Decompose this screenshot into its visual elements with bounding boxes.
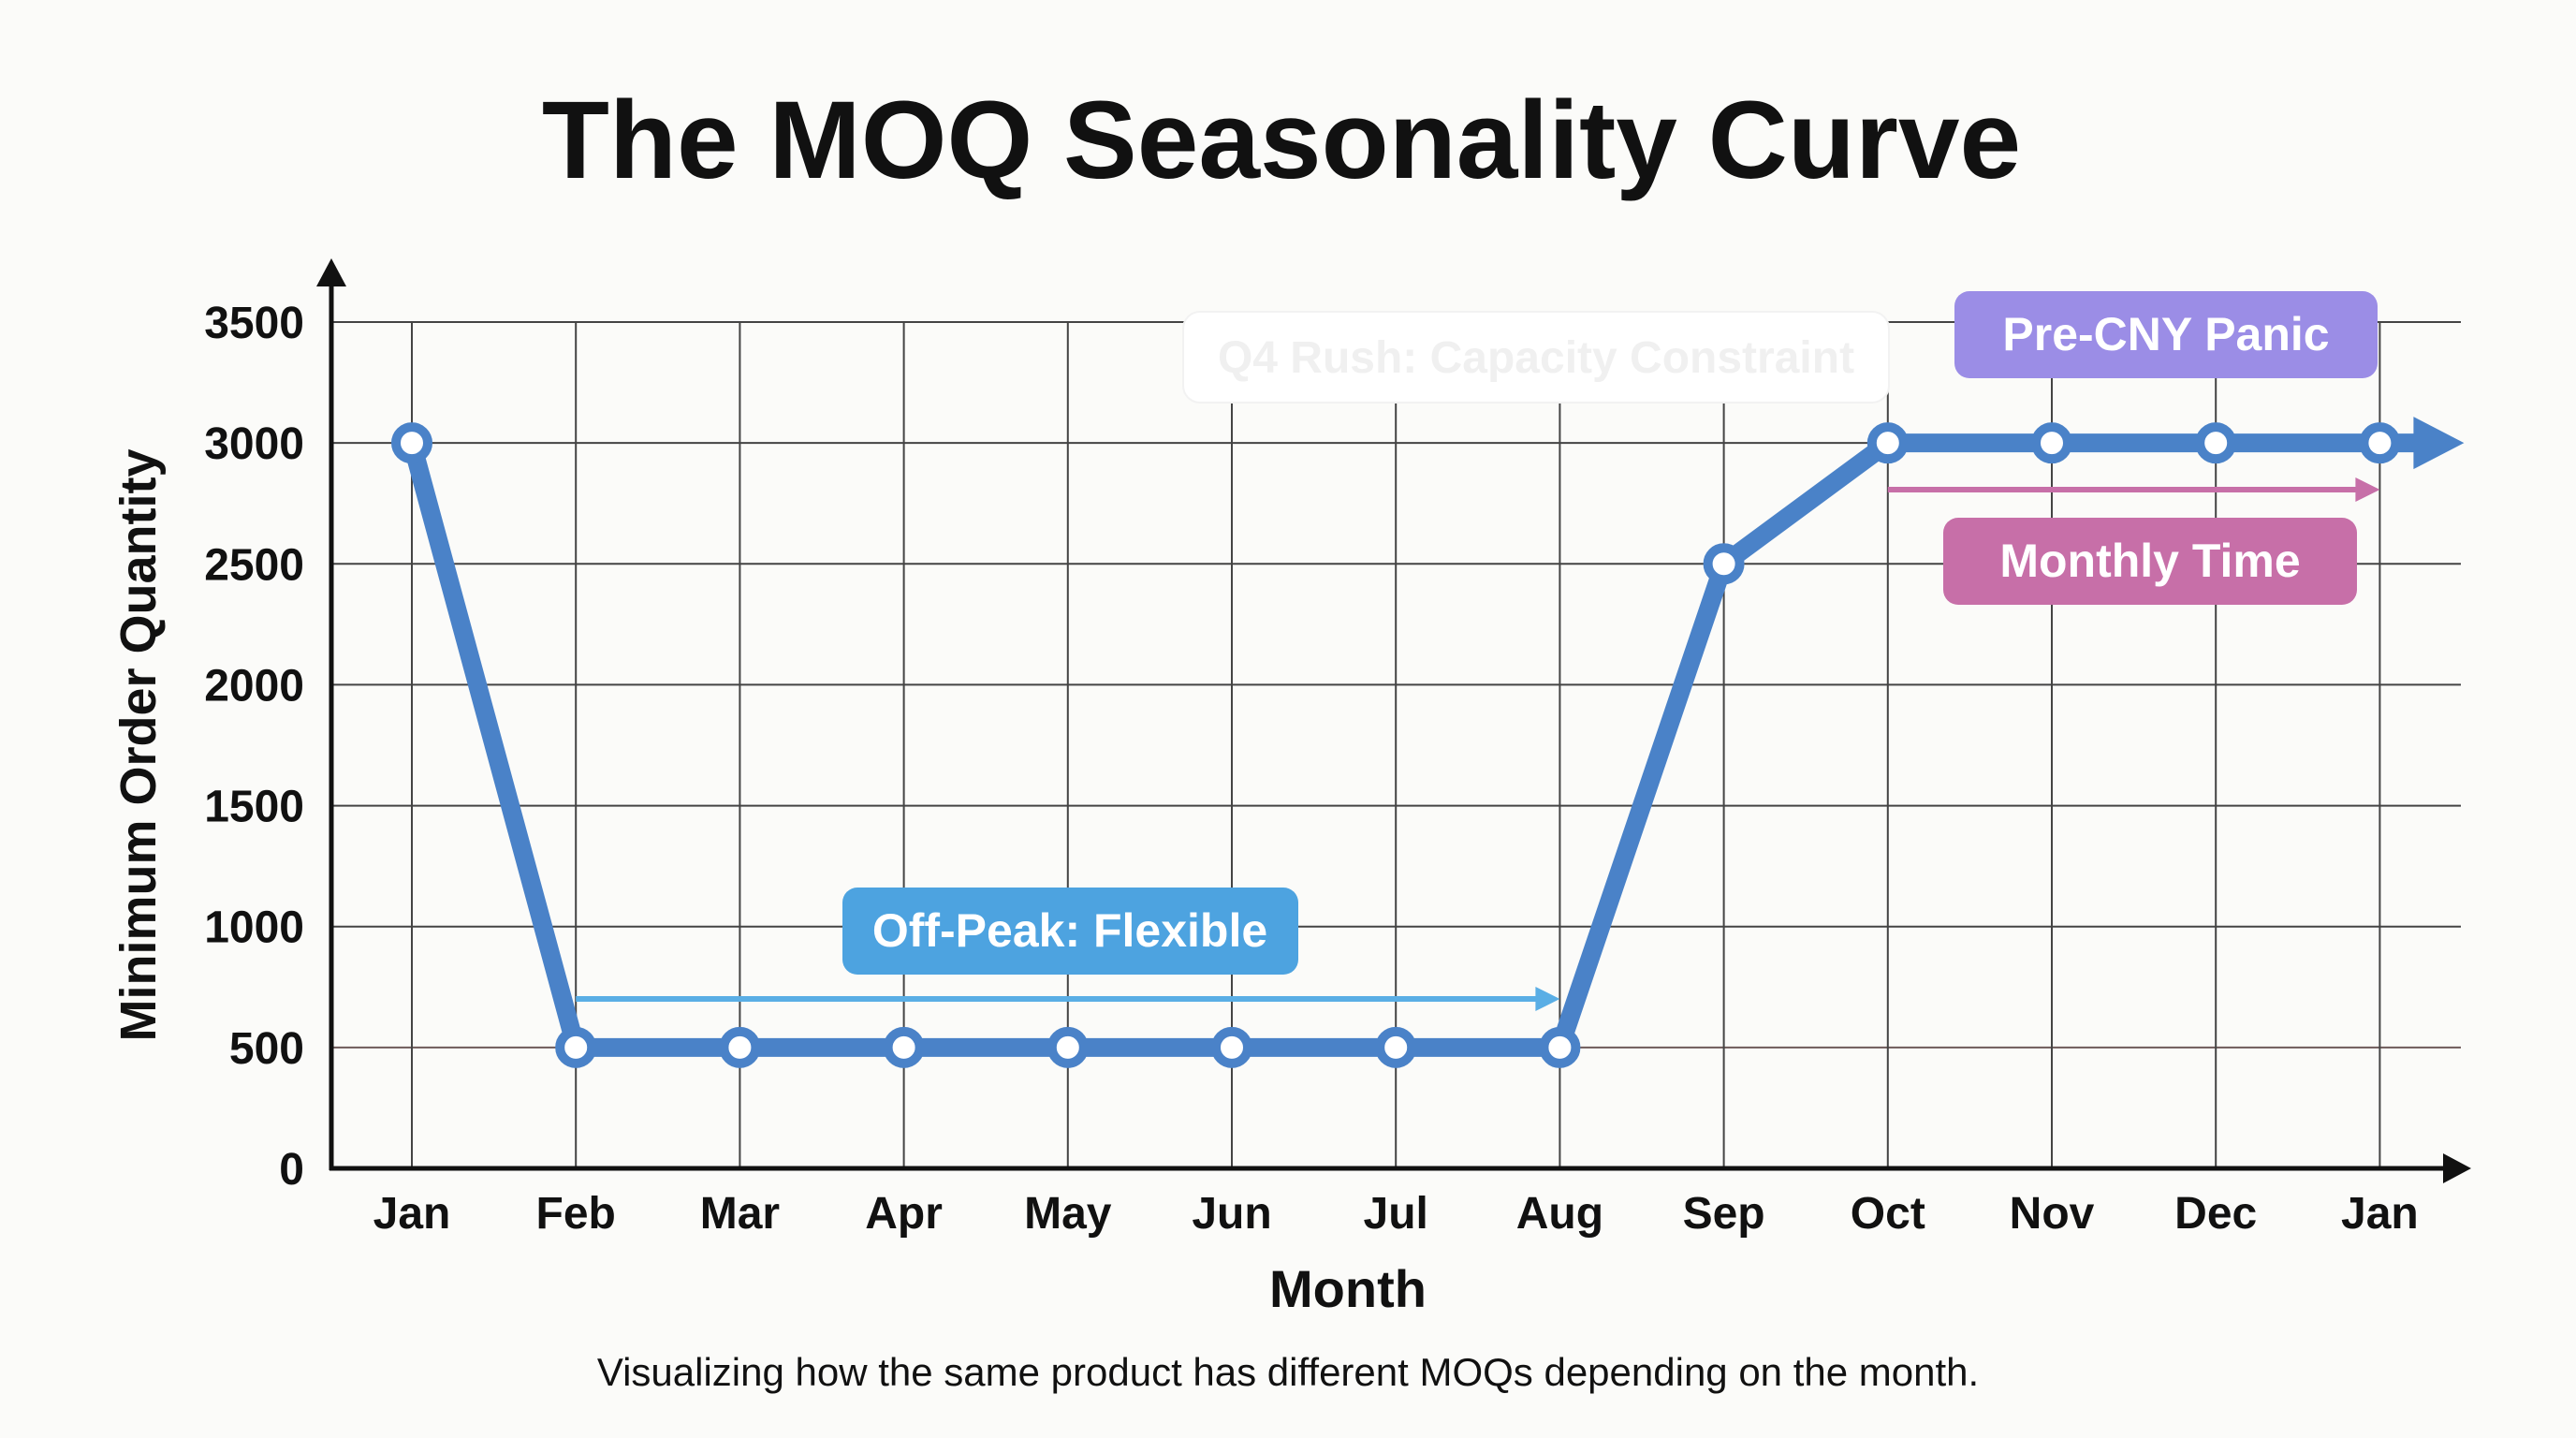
- annotation-off-peak: Off-Peak: Flexible: [842, 888, 1298, 975]
- y-axis-arrow: [316, 258, 346, 286]
- x-tick-label: Nov: [2010, 1189, 2095, 1239]
- y-tick-label: 2500: [204, 540, 304, 590]
- annotation-pre-cny: Pre-CNY Panic: [1954, 291, 2378, 378]
- axes: [316, 258, 2471, 1183]
- annotation-monthly-time-label: Monthly Time: [1999, 535, 2300, 587]
- annotation-arrows: [576, 477, 2380, 1011]
- x-tick-label: Sep: [1683, 1189, 1765, 1239]
- data-point: [1046, 1026, 1089, 1068]
- y-tick-label: 0: [279, 1145, 304, 1195]
- annotation-pre-cny-box: [1954, 291, 2378, 378]
- data-point: [2195, 422, 2237, 464]
- x-tick-label: Jan: [2341, 1189, 2419, 1239]
- data-point: [719, 1026, 761, 1068]
- data-point: [1211, 1026, 1252, 1068]
- x-tick-label: May: [1024, 1189, 1112, 1239]
- x-axis-label: Month: [1269, 1259, 1427, 1318]
- x-tick-label: Feb: [536, 1189, 616, 1239]
- annotation-q4-rush-label: Q4 Rush: Capacity Constraint: [1218, 333, 1854, 383]
- data-point: [2359, 422, 2401, 464]
- chart-subtitle: Visualizing how the same product has dif…: [597, 1350, 1979, 1394]
- off-peak-arrow-head: [1535, 987, 1560, 1011]
- data-point: [1375, 1026, 1417, 1068]
- annotation-pre-cny-label: Pre-CNY Panic: [2002, 308, 2329, 360]
- x-tick-labels: Jan Feb Mar Apr May Jun Jul Aug Sep Oct Nov Dec Jan: [373, 1189, 2419, 1239]
- x-tick-label: Mar: [700, 1189, 780, 1239]
- x-axis-arrow: [2443, 1153, 2471, 1183]
- monthly-time-arrow-head: [2355, 477, 2380, 502]
- y-tick-labels: 0 500 1000 1500 2000 2500 3000 3500: [204, 299, 304, 1195]
- x-tick-label: Jun: [1192, 1189, 1271, 1239]
- annotation-q4-rush-box: [1182, 311, 1890, 404]
- x-tick-label: Dec: [2174, 1189, 2257, 1239]
- y-tick-label: 1500: [204, 783, 304, 832]
- y-axis-label: Minimum Order Quantity: [110, 448, 167, 1041]
- chart-title: The MOQ Seasonality Curve: [542, 79, 2021, 202]
- x-tick-label: Jan: [373, 1189, 451, 1239]
- y-tick-label: 2000: [204, 661, 304, 711]
- x-tick-label: Oct: [1851, 1189, 1925, 1239]
- annotation-monthly-time: Monthly Time: [1943, 518, 2357, 605]
- y-tick-label: 1000: [204, 903, 304, 953]
- data-point: [391, 422, 432, 464]
- series-line: [391, 417, 2465, 1068]
- x-tick-label: Apr: [865, 1189, 943, 1239]
- series-arrow-head: [2413, 417, 2465, 470]
- x-tick-label: Aug: [1516, 1189, 1603, 1239]
- y-tick-label: 3500: [204, 299, 304, 348]
- data-point: [883, 1026, 925, 1068]
- data-point: [1703, 543, 1745, 585]
- data-point: [555, 1026, 597, 1068]
- y-tick-label: 3000: [204, 419, 304, 469]
- data-point: [1539, 1026, 1581, 1068]
- annotation-monthly-time-box: [1943, 518, 2357, 605]
- annotation-off-peak-box: [842, 888, 1298, 975]
- data-point: [1866, 422, 1909, 464]
- x-tick-label: Jul: [1364, 1189, 1428, 1239]
- y-tick-label: 500: [229, 1024, 304, 1074]
- annotation-q4-rush: Q4 Rush: Capacity Constraint: [1182, 311, 1890, 404]
- data-point: [2031, 422, 2072, 464]
- annotation-off-peak-label: Off-Peak: Flexible: [872, 904, 1267, 957]
